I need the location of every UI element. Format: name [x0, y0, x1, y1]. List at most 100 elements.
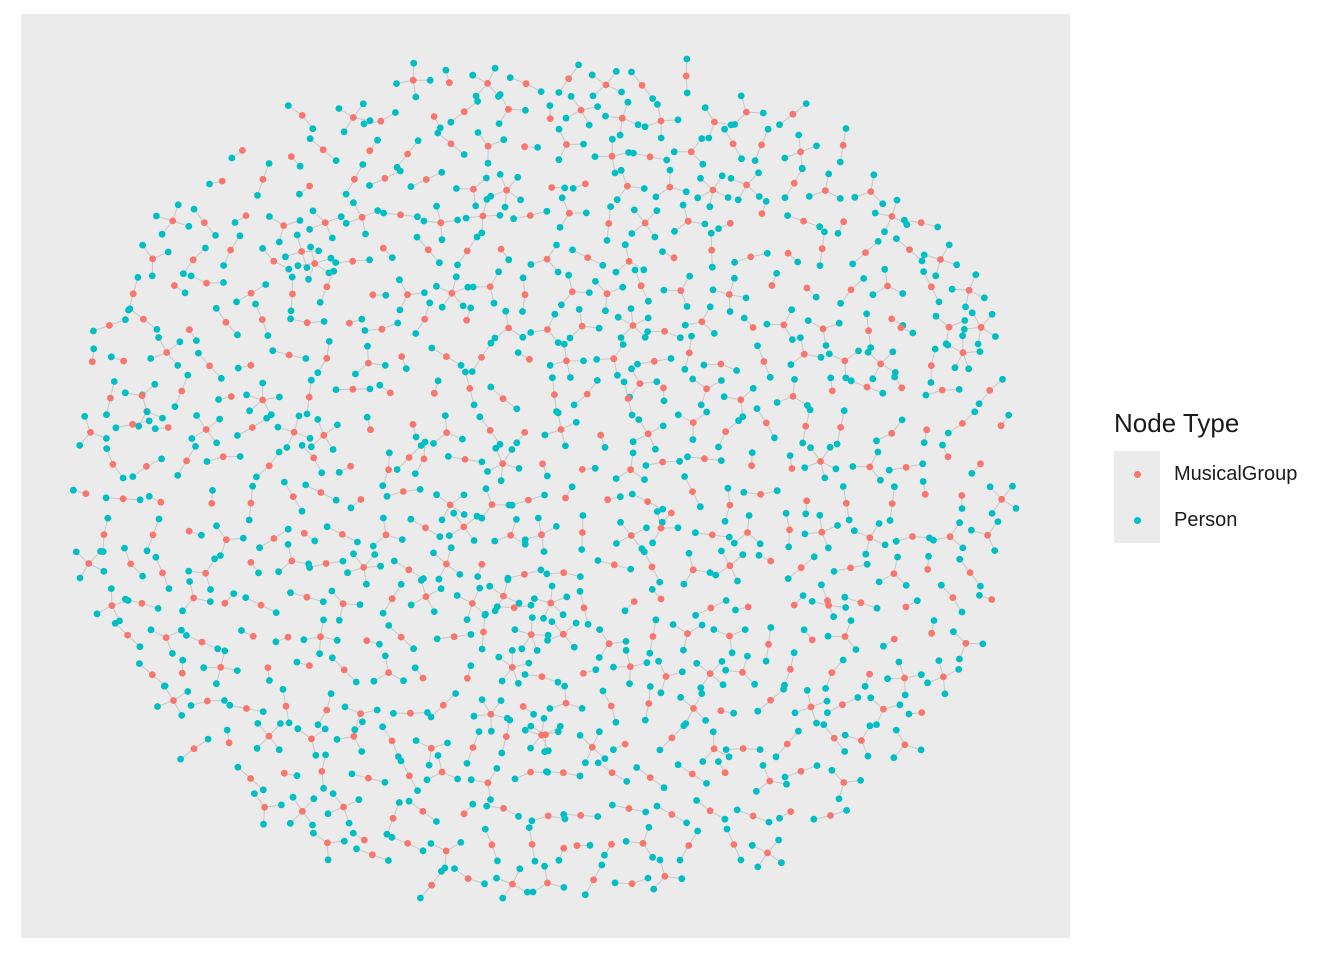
person-node: [847, 617, 855, 624]
person-node: [554, 339, 562, 346]
legend-item-person: Person: [1114, 497, 1334, 543]
person-node: [827, 374, 835, 382]
person-node: [260, 820, 267, 828]
musicalgroup-node: [684, 217, 692, 225]
person-node: [570, 643, 578, 651]
person-node: [484, 159, 492, 167]
person-node: [609, 135, 616, 143]
musicalgroup-node: [657, 595, 665, 603]
musicalgroup-node: [645, 700, 653, 707]
person-node: [434, 752, 442, 759]
person-node: [428, 344, 436, 352]
person-node: [944, 429, 952, 437]
person-node: [462, 368, 469, 376]
person-node: [958, 505, 966, 512]
person-node: [396, 167, 404, 175]
person-node: [624, 98, 632, 106]
musicalgroup-node: [918, 709, 926, 716]
musicalgroup-node: [888, 500, 896, 507]
person-node: [836, 195, 844, 202]
person-node: [425, 761, 433, 769]
person-node: [726, 308, 734, 315]
person-node: [839, 656, 847, 664]
person-node: [830, 613, 837, 620]
person-node: [701, 104, 709, 112]
person-node: [623, 778, 631, 785]
person-node: [323, 523, 331, 531]
person-node: [253, 473, 260, 481]
person-node: [174, 362, 182, 369]
musicalgroup-node: [928, 629, 935, 637]
person-node: [171, 403, 179, 410]
person-node: [319, 598, 327, 606]
person-node: [293, 231, 301, 239]
person-node: [582, 759, 589, 767]
person-node: [342, 190, 350, 198]
person-node: [151, 425, 159, 433]
person-node: [470, 712, 478, 720]
person-node: [457, 839, 465, 846]
person-node: [855, 347, 862, 355]
person-node: [374, 136, 381, 144]
musicalgroup-node: [363, 637, 371, 645]
musicalgroup-node: [538, 731, 545, 739]
person-node: [236, 232, 244, 240]
musicalgroup-node: [100, 531, 108, 538]
person-node: [890, 754, 898, 762]
person-node: [324, 810, 332, 818]
person-node: [554, 409, 562, 417]
person-node: [335, 616, 343, 624]
person-node: [676, 334, 684, 342]
person-node: [81, 412, 89, 420]
person-node: [145, 417, 153, 425]
person-node: [467, 662, 475, 670]
musicalgroup-node: [562, 494, 569, 502]
musicalgroup-node: [877, 360, 885, 368]
musicalgroup-node: [638, 81, 646, 89]
musicalgroup-node: [270, 535, 278, 542]
person-node: [495, 120, 503, 127]
person-node: [689, 436, 697, 443]
musicalgroup-node: [765, 640, 772, 648]
person-node: [243, 391, 250, 399]
person-node: [657, 134, 665, 142]
musicalgroup-node: [739, 745, 747, 752]
person-node: [407, 183, 415, 191]
person-node: [850, 527, 858, 535]
person-node: [354, 538, 361, 546]
person-node: [460, 511, 468, 518]
person-node: [110, 378, 118, 385]
person-node: [430, 440, 437, 447]
person-node: [441, 412, 449, 419]
musicalgroup-node: [308, 735, 315, 743]
person-node: [935, 657, 943, 664]
person-node: [154, 703, 161, 710]
person-node: [663, 156, 671, 164]
person-node: [112, 424, 120, 432]
person-node: [854, 694, 862, 701]
person-node: [588, 71, 596, 79]
musicalgroup-node: [464, 674, 471, 682]
person-node: [285, 719, 293, 727]
person-node: [442, 66, 450, 74]
person-node: [518, 645, 526, 653]
person-node: [653, 378, 661, 386]
person-node: [376, 381, 384, 389]
person-node: [347, 504, 355, 512]
person-node: [614, 371, 621, 379]
musicalgroup-node: [464, 875, 472, 882]
person-node: [554, 728, 562, 736]
musicalgroup-node: [303, 319, 311, 327]
person-node: [345, 819, 353, 827]
person-node: [554, 268, 562, 276]
person-node: [179, 607, 186, 615]
legend-label-person: Person: [1174, 508, 1238, 531]
person-node: [681, 321, 689, 329]
musicalgroup-node: [340, 666, 348, 674]
person-node: [413, 233, 421, 241]
person-node: [414, 787, 421, 794]
person-node: [556, 722, 564, 730]
musicalgroup-node: [749, 812, 757, 820]
person-node: [683, 89, 691, 97]
person-node: [100, 567, 108, 575]
